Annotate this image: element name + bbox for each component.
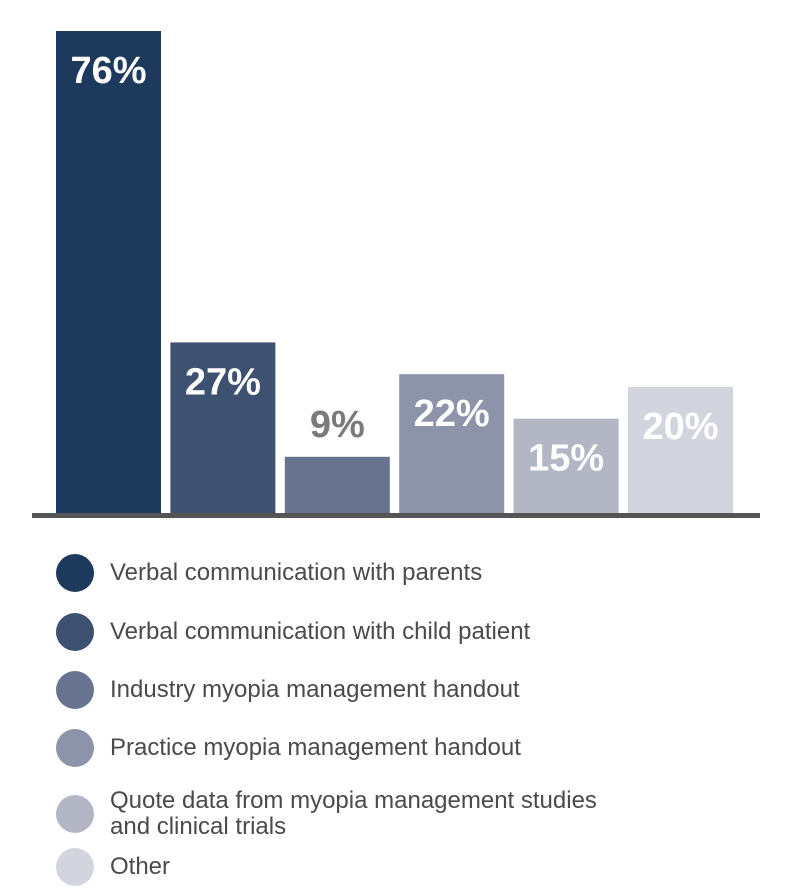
legend-swatch-icon [56,671,94,709]
legend-item-verbal-parents: Verbal communication with parents [56,554,630,592]
bar-3 [284,456,390,514]
legend-swatch-icon [56,554,94,592]
legend-label: Practice myopia management handout [110,734,521,761]
bar-value-label-2: 27% [185,361,261,403]
legend-swatch-icon [56,795,94,833]
bar-value-label-6: 20% [642,406,718,448]
bar-1 [56,31,161,514]
legend-label: Quote data from myopia management studie… [110,787,597,840]
legend-item-quote-data: Quote data from myopia management studie… [56,788,630,840]
bar-chart: 76% 27% 9% 22% 15% 20% [32,31,760,518]
bar-value-label-4: 22% [414,393,490,435]
legend-label: Industry myopia management handout [110,676,520,703]
legend-label: Verbal communication with parents [110,559,483,586]
bar-2 [170,342,276,514]
legend-swatch-icon [56,729,94,767]
bar-value-label-1: 76% [70,50,146,92]
legend-label: Verbal communication with child patient [110,618,531,645]
x-axis-baseline [32,513,760,518]
legend-item-practice-handout: Practice myopia management handout [56,729,630,767]
bar-5 [513,418,619,514]
bar-6 [628,386,733,514]
legend-item-industry-handout: Industry myopia management handout [56,671,630,709]
legend-item-other: Other [56,848,630,886]
bar-value-label-3: 9% [310,404,365,446]
legend-swatch-icon [56,613,94,651]
legend-swatch-icon [56,848,94,886]
legend-item-verbal-child: Verbal communication with child patient [56,613,630,651]
legend-label: Other [110,853,171,880]
bar-4 [399,374,505,514]
bar-value-label-5: 15% [528,438,604,480]
